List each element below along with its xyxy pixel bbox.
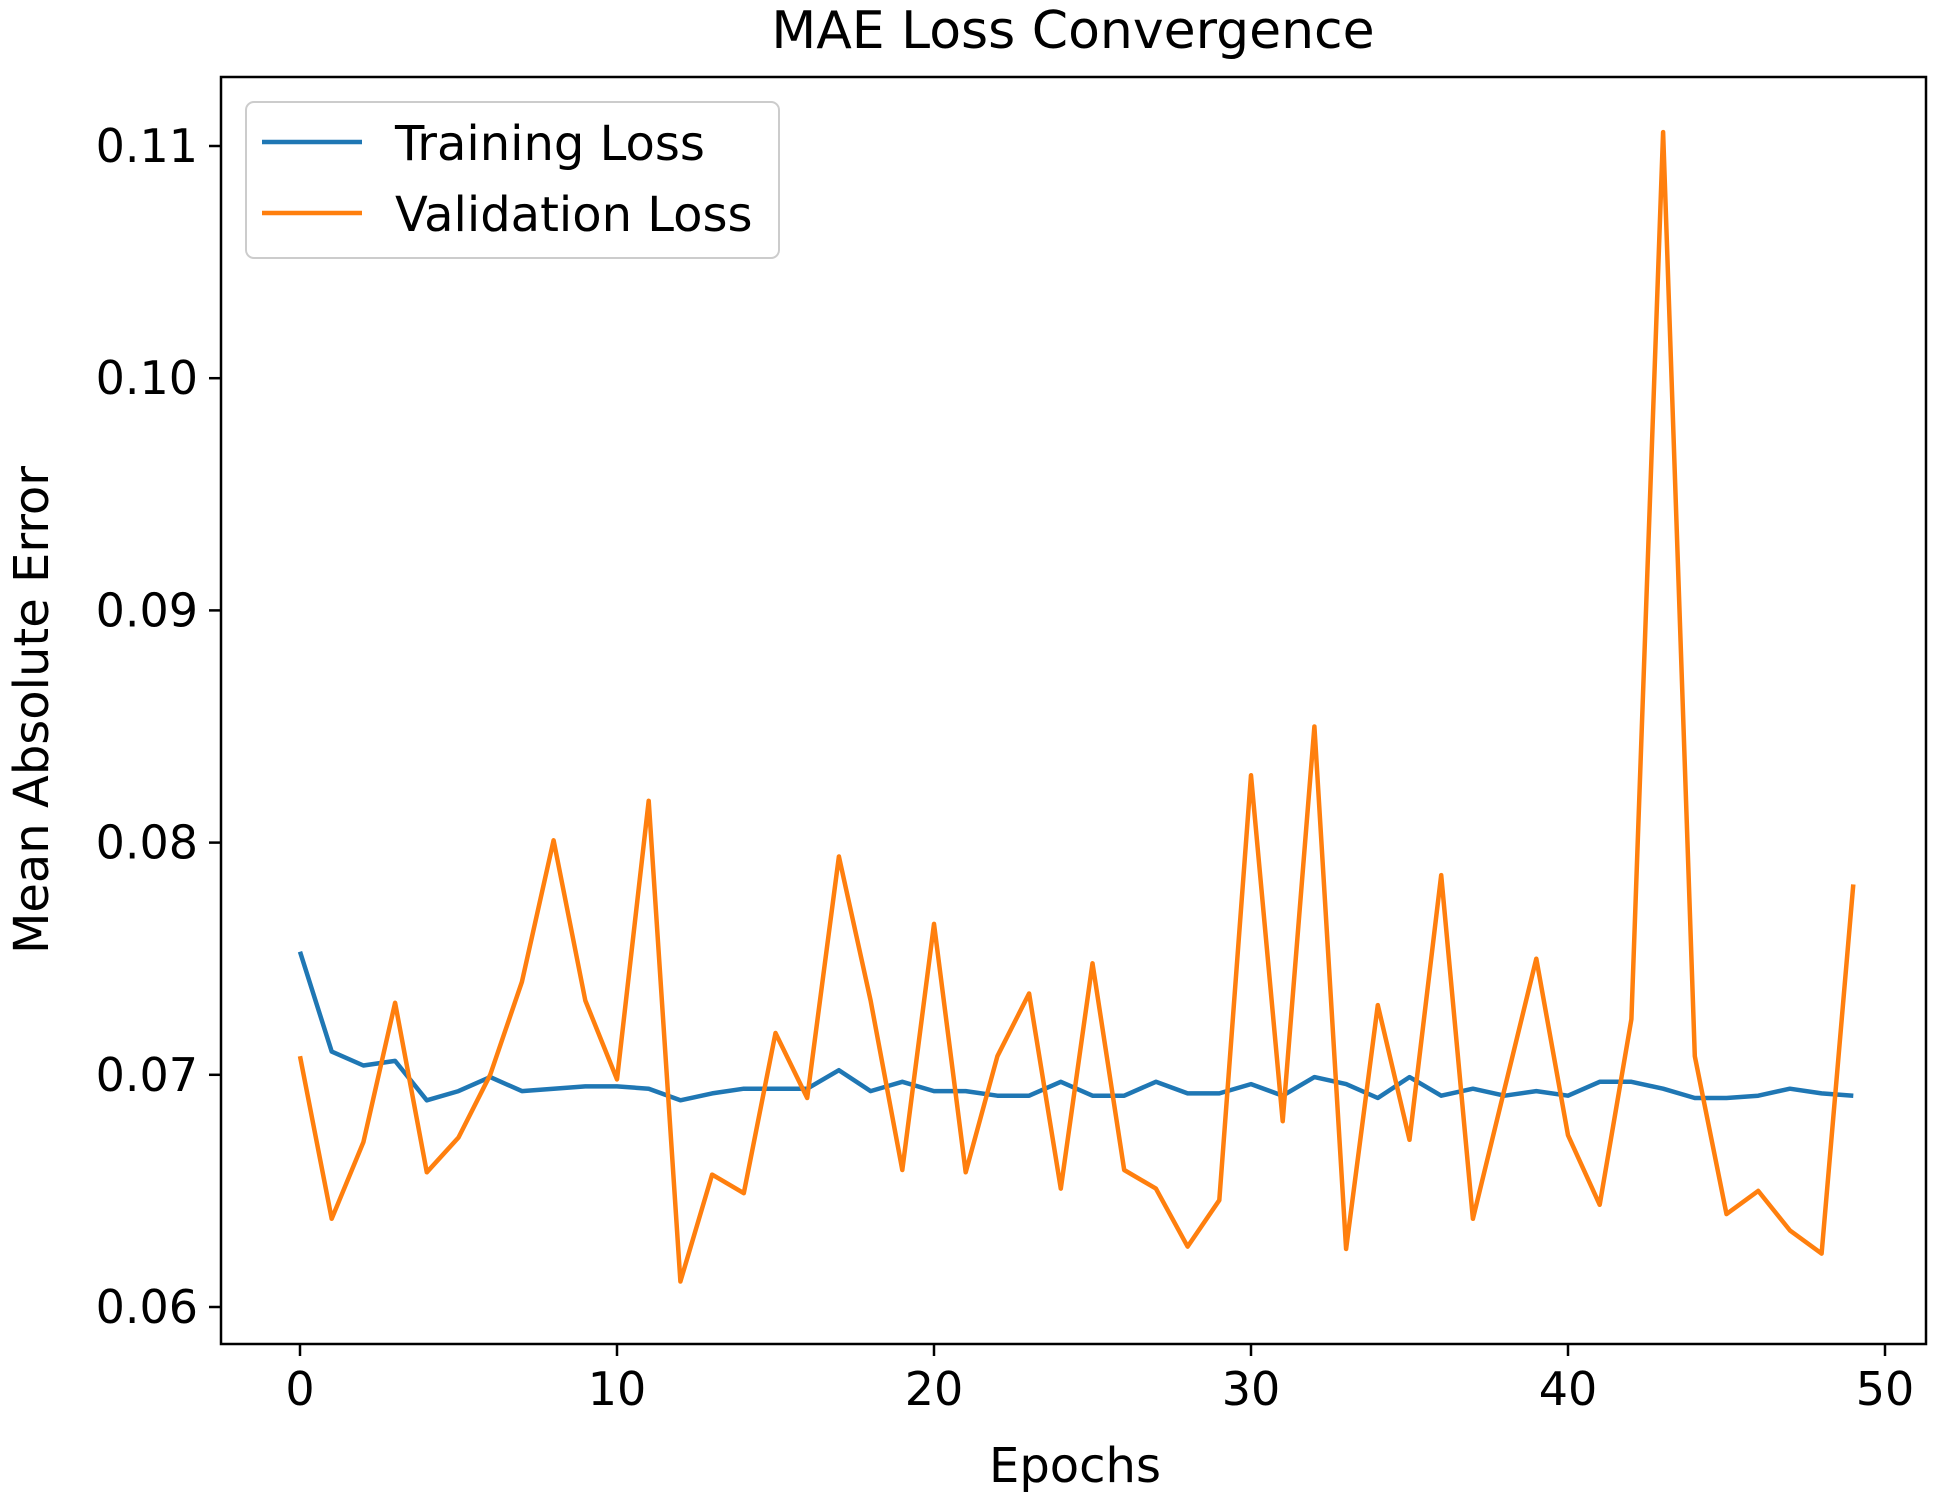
legend-label-training: Training Loss xyxy=(394,116,705,172)
y-tick-label: 0.10 xyxy=(96,351,198,405)
x-tick-label: 40 xyxy=(1539,1362,1598,1416)
y-tick-label: 0.07 xyxy=(96,1048,198,1102)
chart-title: MAE Loss Convergence xyxy=(771,1,1374,61)
plot-frame xyxy=(219,75,1928,1346)
y-axis-label: Mean Absolute Error xyxy=(4,466,60,954)
x-tick-label: 50 xyxy=(1856,1362,1915,1416)
series-line-validation-loss xyxy=(297,129,1856,1284)
legend-label-validation: Validation Loss xyxy=(395,187,753,243)
y-tick-label: 0.11 xyxy=(96,119,198,173)
legend: Training Loss Validation Loss xyxy=(245,101,780,259)
x-axis: 0 10 20 30 40 50 xyxy=(285,1344,1914,1416)
y-tick-label: 0.08 xyxy=(96,816,198,870)
y-axis: 0.06 0.07 0.08 0.09 0.10 0.11 xyxy=(96,119,221,1334)
y-tick-label: 0.09 xyxy=(96,583,198,637)
x-tick-label: 20 xyxy=(905,1362,964,1416)
x-tick-label: 10 xyxy=(588,1362,647,1416)
x-tick-label: 30 xyxy=(1222,1362,1281,1416)
series-layer xyxy=(297,129,1856,1284)
x-axis-label: Epochs xyxy=(989,1438,1161,1494)
y-tick-label: 0.06 xyxy=(96,1280,198,1334)
legend-box xyxy=(245,101,780,259)
x-tick-label: 0 xyxy=(285,1362,314,1416)
